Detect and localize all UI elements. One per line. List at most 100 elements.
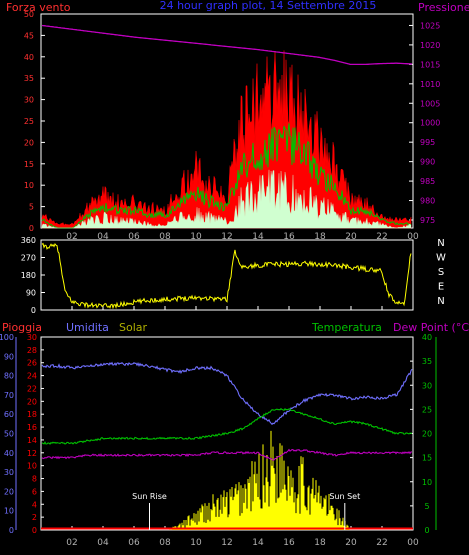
wind-direction-panel: 0 90 180 270 360	[21, 236, 414, 315]
temperature-series	[41, 407, 413, 445]
solar-series	[169, 430, 350, 530]
rain-label: Pioggia	[2, 321, 42, 334]
p1-xtick-label: 12	[221, 232, 232, 242]
temp-ytick-label: 5	[424, 502, 429, 511]
direction-ytick-label: 360	[21, 236, 36, 245]
p3-xtick-label: 18	[314, 538, 326, 548]
wind-ytick-label: 15	[24, 160, 34, 169]
pressure-ytick-label: 1025	[420, 21, 440, 30]
compass-e: E	[438, 282, 444, 293]
rain-ytick-label: 4	[32, 500, 37, 509]
temp-ytick-label: 30	[422, 381, 432, 390]
chart-title: 24 hour graph plot, 14 Settembre 2015	[160, 0, 377, 12]
sunset-label: Sun Set	[329, 492, 360, 501]
rain-ytick-label: 12	[27, 449, 37, 458]
pressure-ytick-label: 1005	[420, 99, 440, 108]
rain-humidity-temperature-panel: 0102030405060708090100024681012141618202…	[0, 333, 437, 548]
humidity-ytick-label: 100	[0, 333, 14, 342]
pressure-ytick-label: 995	[420, 138, 435, 147]
wind-ytick-label: 35	[24, 74, 34, 83]
p3-xtick-label: 10	[190, 538, 202, 548]
p3-xtick-label: 20	[345, 538, 357, 548]
humidity-label: Umidita	[66, 321, 109, 334]
temp-ytick-label: 20	[422, 430, 432, 439]
temp-ytick-label: 10	[422, 478, 432, 487]
wind-gust-series	[41, 50, 412, 229]
p1-xtick-label: 06	[128, 232, 140, 242]
temp-ytick-label: 40	[422, 333, 432, 342]
humidity-ytick-label: 80	[4, 372, 14, 381]
wind-ytick-label: 5	[29, 203, 34, 212]
humidity-ytick-label: 40	[4, 449, 14, 458]
humidity-ytick-label: 30	[4, 468, 14, 477]
p1-xtick-label: 20	[345, 232, 357, 242]
rain-ytick-label: 24	[27, 372, 37, 381]
sunrise-label: Sun Rise	[132, 492, 167, 501]
wind-ytick-label: 20	[24, 138, 34, 147]
humidity-ytick-label: 60	[4, 410, 14, 419]
wind-min-series	[41, 169, 412, 229]
p3-xtick-label: 02	[66, 538, 77, 548]
temperature-label: Temperatura	[311, 321, 382, 334]
dew-point-label: Dew Point (°C)	[393, 321, 469, 334]
solar-label: Solar	[119, 321, 148, 334]
rain-ytick-label: 22	[27, 384, 37, 393]
temp-ytick-label: 35	[422, 357, 432, 366]
rain-ytick-label: 14	[27, 436, 37, 445]
humidity-series	[41, 361, 413, 426]
pressure-ytick-label: 1000	[420, 119, 440, 128]
pressure-ytick-label: 975	[420, 216, 435, 225]
p3-xtick-label: 08	[159, 538, 171, 548]
rain-ytick-label: 30	[27, 333, 37, 342]
p3-xtick-label: 22	[376, 538, 387, 548]
direction-ytick-label: 270	[21, 254, 36, 263]
temp-ytick-label: 15	[422, 454, 432, 463]
p3-xtick-label: 14	[252, 538, 264, 548]
wind-force-label: Forza vento	[6, 1, 71, 14]
wind-ytick-label: 40	[24, 53, 34, 62]
temp-ytick-label: 25	[422, 405, 432, 414]
pressure-ytick-label: 985	[420, 177, 435, 186]
humidity-ytick-label: 50	[4, 430, 14, 439]
rain-ytick-label: 28	[27, 346, 37, 355]
rain-ytick-label: 2	[32, 513, 37, 522]
direction-ytick-label: 90	[26, 289, 36, 298]
pressure-ytick-label: 1010	[420, 80, 440, 89]
p1-xtick-label: 08	[159, 232, 171, 242]
wind-ytick-label: 0	[29, 224, 34, 233]
p1-xtick-label: 14	[252, 232, 264, 242]
compass-w: W	[436, 253, 446, 264]
p1-xtick-label: 10	[190, 232, 202, 242]
rain-ytick-label: 0	[32, 526, 37, 535]
rain-ytick-label: 18	[27, 410, 37, 419]
compass-s: S	[438, 267, 444, 278]
humidity-ytick-label: 70	[4, 391, 14, 400]
pressure-ytick-label: 990	[420, 158, 435, 167]
wind-direction-series	[41, 242, 412, 310]
wind-ytick-label: 45	[24, 31, 34, 40]
rain-ytick-label: 8	[32, 475, 37, 484]
p3-xtick-label: 04	[97, 538, 109, 548]
wind-avg-series	[41, 123, 412, 229]
p1-xtick-label: 04	[97, 232, 109, 242]
wind-ytick-label: 50	[24, 10, 34, 19]
compass-n: N	[437, 296, 444, 307]
p3-xtick-label: 06	[128, 538, 140, 548]
pressure-ytick-label: 1015	[420, 60, 440, 69]
p1-xtick-label: 18	[314, 232, 326, 242]
p1-xtick-label: 00	[407, 232, 419, 242]
rain-ytick-label: 10	[27, 462, 37, 471]
p1-xtick-label: 02	[66, 232, 77, 242]
p3-xtick-label: 16	[283, 538, 295, 548]
pressure-series	[41, 24, 413, 66]
temp-ytick-label: 0	[424, 526, 429, 535]
wind-ytick-label: 10	[24, 181, 34, 190]
rain-ytick-label: 26	[27, 359, 37, 368]
p1-xtick-label: 22	[376, 232, 387, 242]
rain-ytick-label: 6	[32, 487, 37, 496]
humidity-ytick-label: 0	[9, 526, 14, 535]
direction-ytick-label: 0	[31, 306, 36, 315]
direction-ytick-label: 180	[21, 271, 36, 280]
p1-xtick-label: 16	[283, 232, 295, 242]
wind-pressure-panel: 0510152025303540455097598098599099510001…	[24, 10, 441, 242]
